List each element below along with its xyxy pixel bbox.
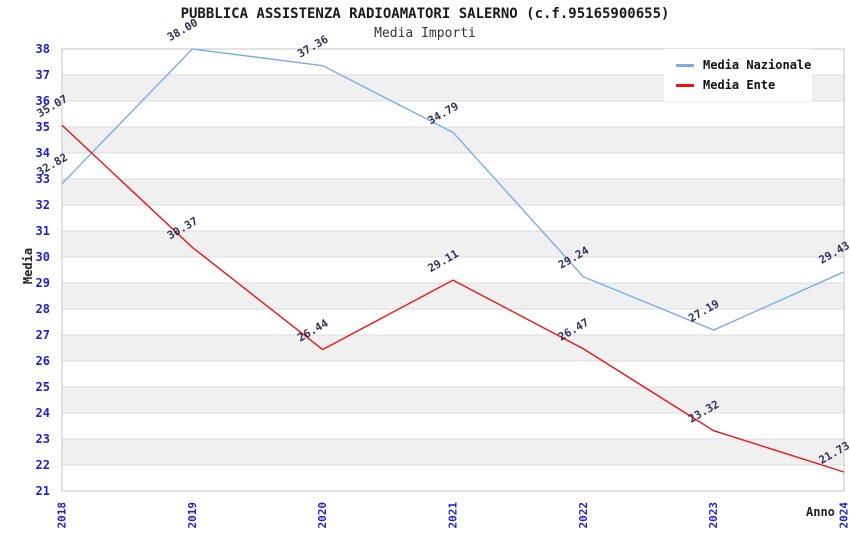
grid-band — [62, 101, 844, 127]
plot-border — [61, 48, 845, 492]
y-tick-label: 26 — [36, 354, 50, 368]
grid-band — [62, 153, 844, 179]
y-tick-label: 33 — [36, 172, 50, 186]
y-tick-label: 28 — [36, 302, 50, 316]
chart-title: PUBBLICA ASSISTENZA RADIOAMATORI SALERNO… — [180, 6, 670, 22]
chart-subtitle: Media Importi — [374, 26, 476, 41]
y-tick-label: 35 — [36, 120, 50, 134]
series-line-media-nazionale — [61, 48, 845, 331]
y-tick-label: 23 — [36, 432, 50, 446]
grid-band — [62, 127, 844, 153]
y-tick-label: 36 — [36, 94, 50, 108]
grid-band — [62, 335, 844, 361]
y-tick-label: 22 — [36, 458, 50, 472]
grid-band — [62, 179, 844, 205]
grid-band — [62, 439, 844, 465]
grid-band — [62, 465, 844, 491]
grid-band — [62, 205, 844, 231]
grid-band — [62, 387, 844, 413]
y-tick-label: 27 — [36, 328, 50, 342]
media-ente-line-swatch — [676, 83, 694, 87]
media-nazionale-line-swatch — [676, 63, 694, 67]
y-tick-label: 32 — [36, 198, 50, 212]
x-axis-title: Anno — [806, 505, 835, 519]
legend-label-media-ente: Media Ente — [703, 78, 776, 92]
legend-item-media-nazionale[interactable]: Media Nazionale — [676, 58, 812, 72]
series-line-media-ente — [61, 124, 845, 473]
x-tick-label: 2024 — [838, 502, 850, 529]
grid-band — [62, 231, 844, 257]
grid-band — [62, 361, 844, 387]
y-tick-label: 24 — [36, 406, 50, 420]
x-tick-label: 2020 — [316, 502, 329, 529]
y-tick-label: 38 — [36, 42, 50, 56]
x-tick-label: 2021 — [447, 502, 460, 529]
y-tick-label: 34 — [36, 146, 50, 160]
y-tick-label: 25 — [36, 380, 50, 394]
legend-label-media-nazionale: Media Nazionale — [703, 58, 812, 72]
y-tick-label: 21 — [36, 484, 50, 498]
y-tick-label: 31 — [36, 224, 50, 238]
grid-band — [62, 309, 844, 335]
y-tick-label: 29 — [36, 276, 50, 290]
grid-band — [62, 283, 844, 309]
y-tick-label: 37 — [36, 68, 50, 82]
legend-item-media-ente[interactable]: Media Ente — [676, 78, 812, 92]
grid-band — [62, 413, 844, 439]
legend: Media Nazionale Media Ente — [664, 49, 812, 101]
x-tick-label: 2022 — [577, 502, 590, 529]
data-label-media-nazionale: 38.00 — [165, 16, 200, 44]
grid-band — [62, 257, 844, 283]
x-tick-label: 2019 — [186, 502, 199, 529]
x-tick-label: 2018 — [56, 502, 69, 529]
y-tick-label: 30 — [36, 250, 50, 264]
x-tick-label: 2023 — [707, 502, 720, 529]
